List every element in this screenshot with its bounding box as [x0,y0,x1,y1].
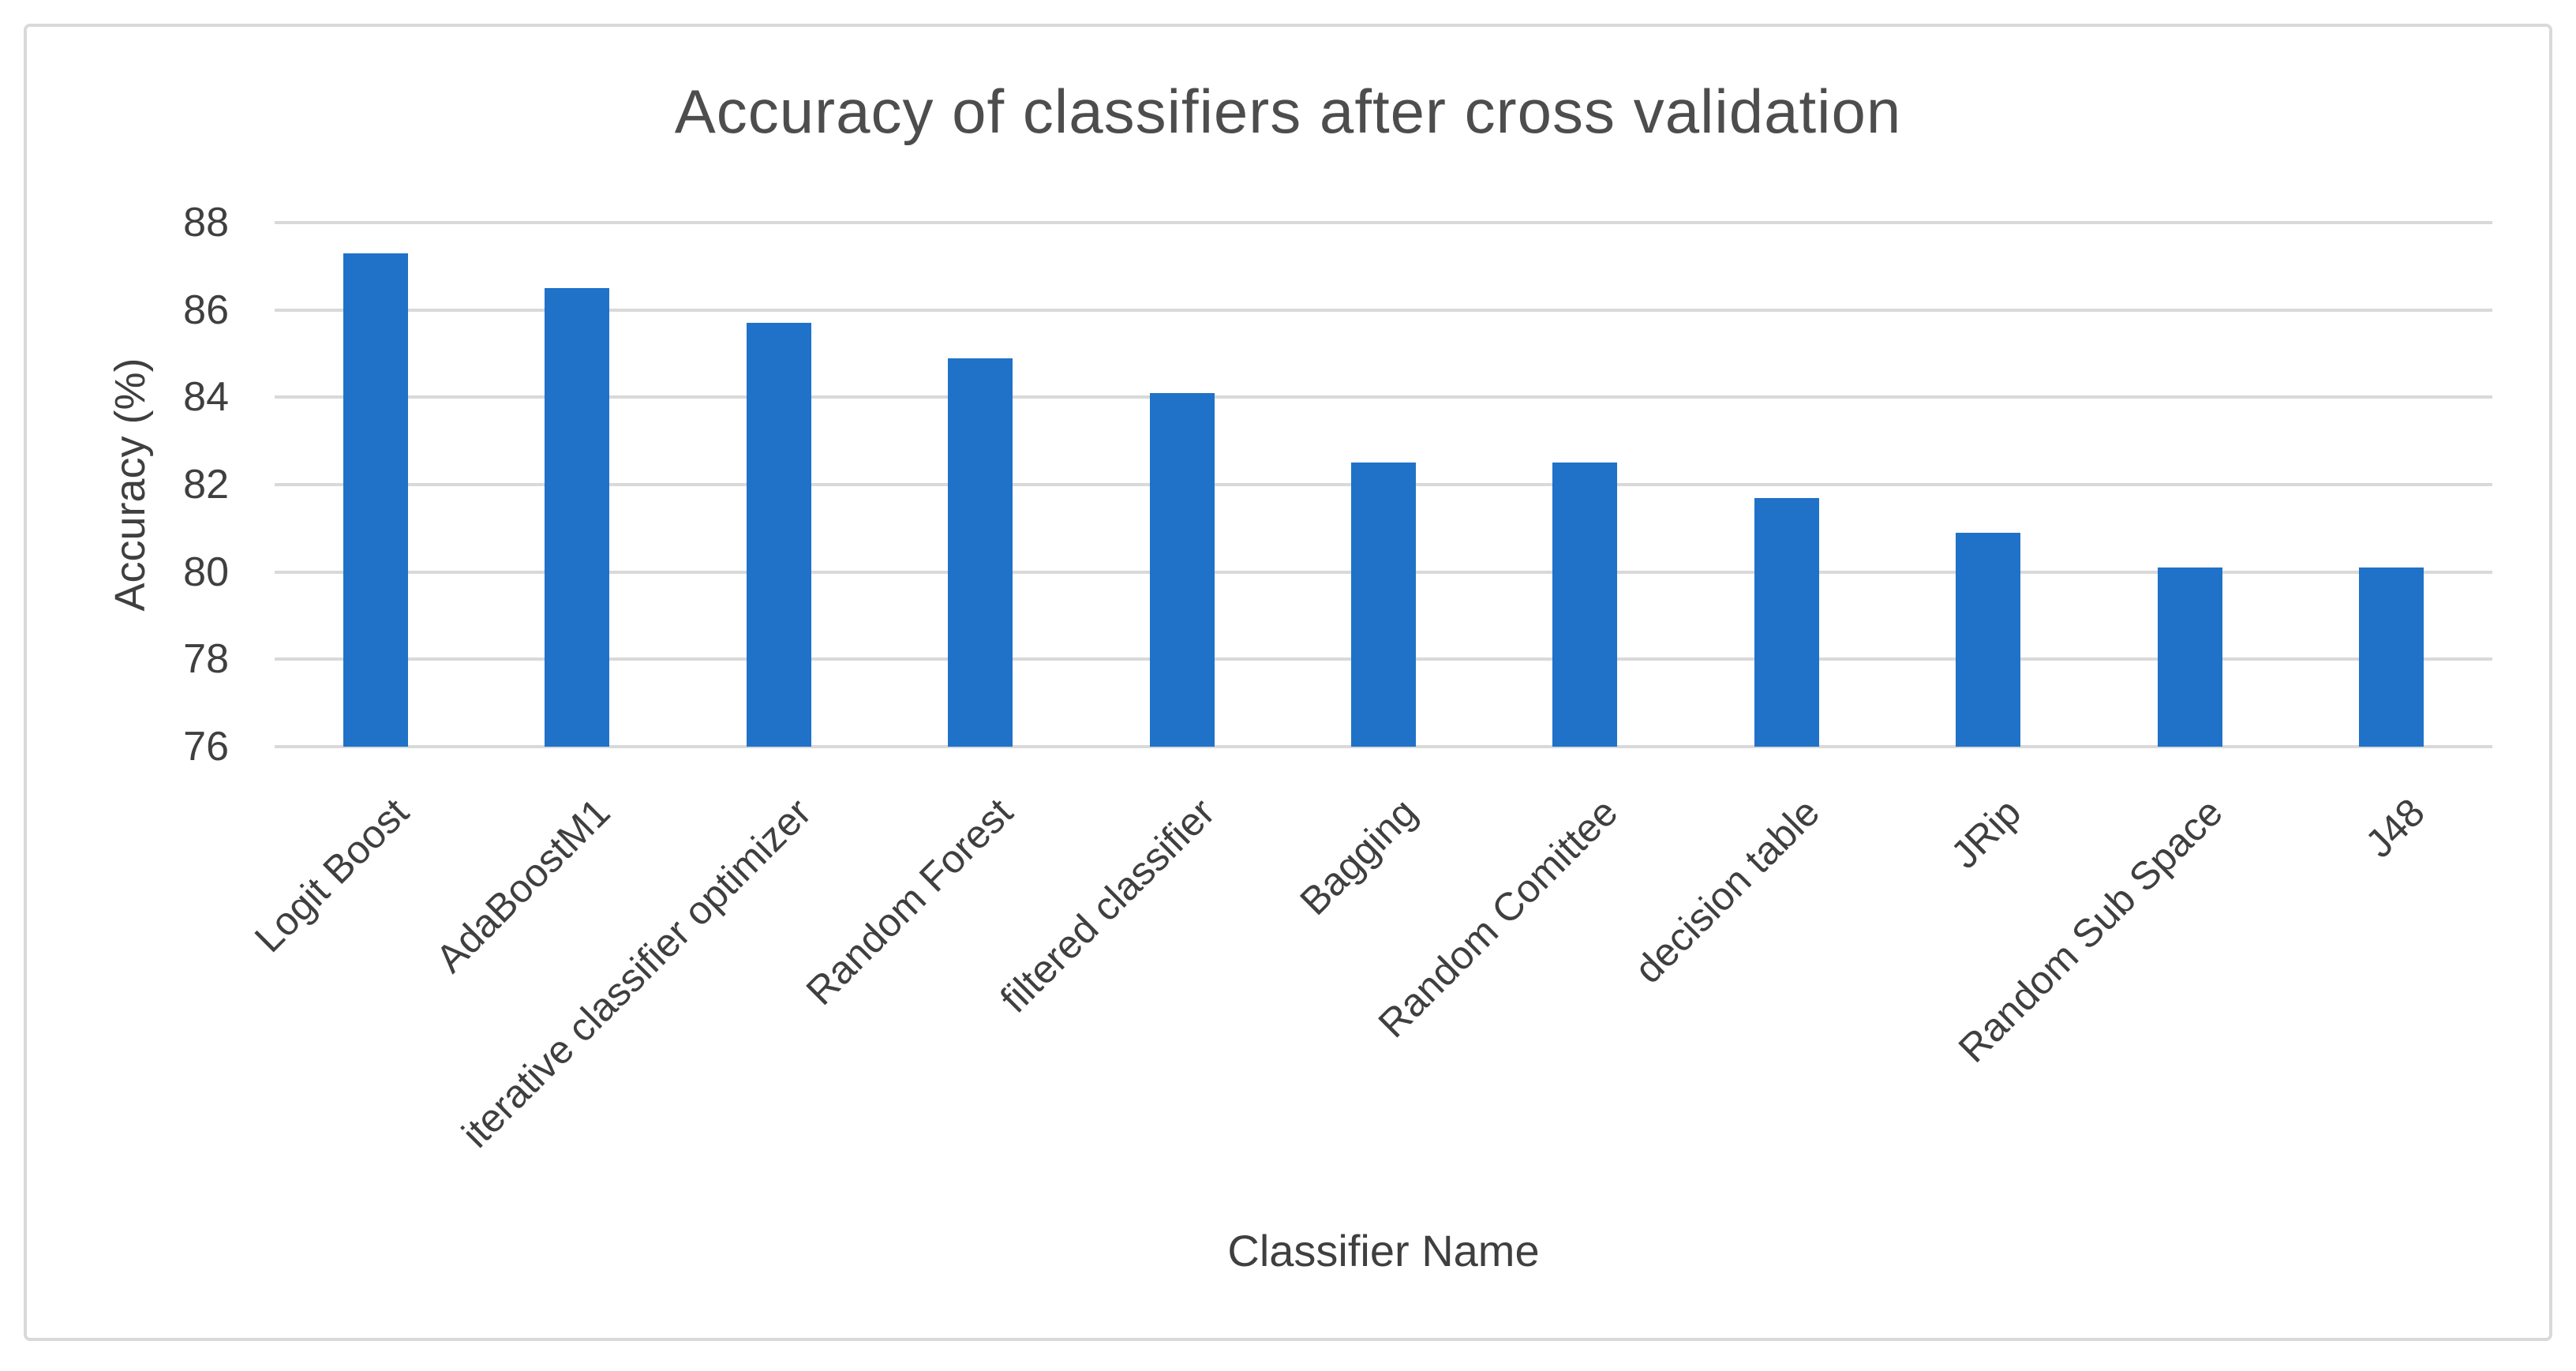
bar-jrip [1956,532,2021,747]
bar-adaboostm1 [545,288,610,747]
bar-random-sub-space [2157,568,2222,747]
bar-bagging [1351,463,1416,747]
bar-logit-boost [343,253,408,747]
bar-decision-table [1754,497,1819,747]
plot-area [275,221,2492,748]
chart-title: Accuracy of classifiers after cross vali… [674,77,1902,146]
bar-random-forest [948,358,1013,747]
gridline-84 [275,395,2492,399]
y-tick-label-88: 88 [183,200,229,245]
gridline-86 [275,308,2492,312]
gridline-88 [275,221,2492,224]
y-tick-label-84: 84 [183,374,229,421]
chart-frame-border [24,24,2552,1341]
x-axis-title: Classifier Name [1227,1226,1540,1275]
gridline-76 [275,745,2492,748]
y-tick-label-82: 82 [183,462,229,508]
bar-random-comittee [1552,463,1618,747]
y-tick-label-86: 86 [183,287,229,333]
y-tick-label-78: 78 [183,636,229,683]
y-tick-label-80: 80 [183,549,229,595]
bar-iterative-classifier-optimizer [746,323,811,747]
y-tick-label-76: 76 [183,724,229,770]
bar-filtered-classifier [1149,392,1215,747]
bar-j48 [2359,568,2424,747]
